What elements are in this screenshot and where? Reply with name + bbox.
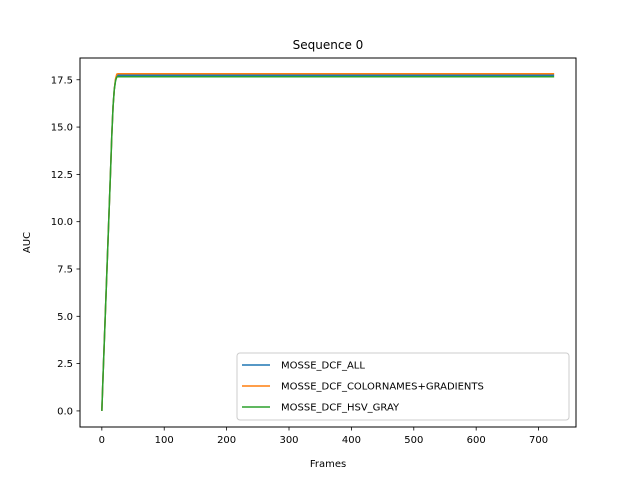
legend-label: MOSSE_DCF_HSV_GRAY xyxy=(281,403,400,414)
legend-label: MOSSE_DCF_COLORNAMES+GRADIENTS xyxy=(281,382,484,393)
series-line-2 xyxy=(101,75,555,411)
x-tick-label: 500 xyxy=(404,435,423,446)
x-axis-ticks: 0 100 200 300 400 500 600 700 xyxy=(99,427,548,446)
y-tick-label: 7.5 xyxy=(57,264,73,275)
x-tick-label: 200 xyxy=(217,435,236,446)
legend-label: MOSSE_DCF_ALL xyxy=(281,361,365,372)
y-tick-label: 12.5 xyxy=(51,170,73,181)
x-tick-label: 400 xyxy=(342,435,361,446)
y-axis-label: AUC xyxy=(22,232,33,253)
x-tick-label: 100 xyxy=(155,435,174,446)
plot-series-group xyxy=(101,72,555,411)
y-tick-label: 15.0 xyxy=(51,123,73,134)
axes-frame xyxy=(79,57,577,428)
legend: MOSSE_DCF_ALL MOSSE_DCF_COLORNAMES+GRADIE… xyxy=(236,352,570,421)
chart-title: Sequence 0 xyxy=(293,38,364,52)
x-axis-label: Frames xyxy=(310,459,346,470)
x-tick-label: 700 xyxy=(529,435,548,446)
y-tick-label: 2.5 xyxy=(57,359,73,370)
y-tick-label: 17.5 xyxy=(51,75,73,86)
y-tick-label: 10.0 xyxy=(51,217,73,228)
y-tick-label: 5.0 xyxy=(57,312,73,323)
y-axis-ticks: 0.0 2.5 5.0 7.5 10.0 12.5 15.0 17.5 xyxy=(51,75,80,417)
x-tick-label: 600 xyxy=(467,435,486,446)
legend-box xyxy=(236,352,570,421)
y-tick-label: 0.0 xyxy=(57,406,73,417)
x-tick-label: 300 xyxy=(279,435,298,446)
x-tick-label: 0 xyxy=(99,435,105,446)
